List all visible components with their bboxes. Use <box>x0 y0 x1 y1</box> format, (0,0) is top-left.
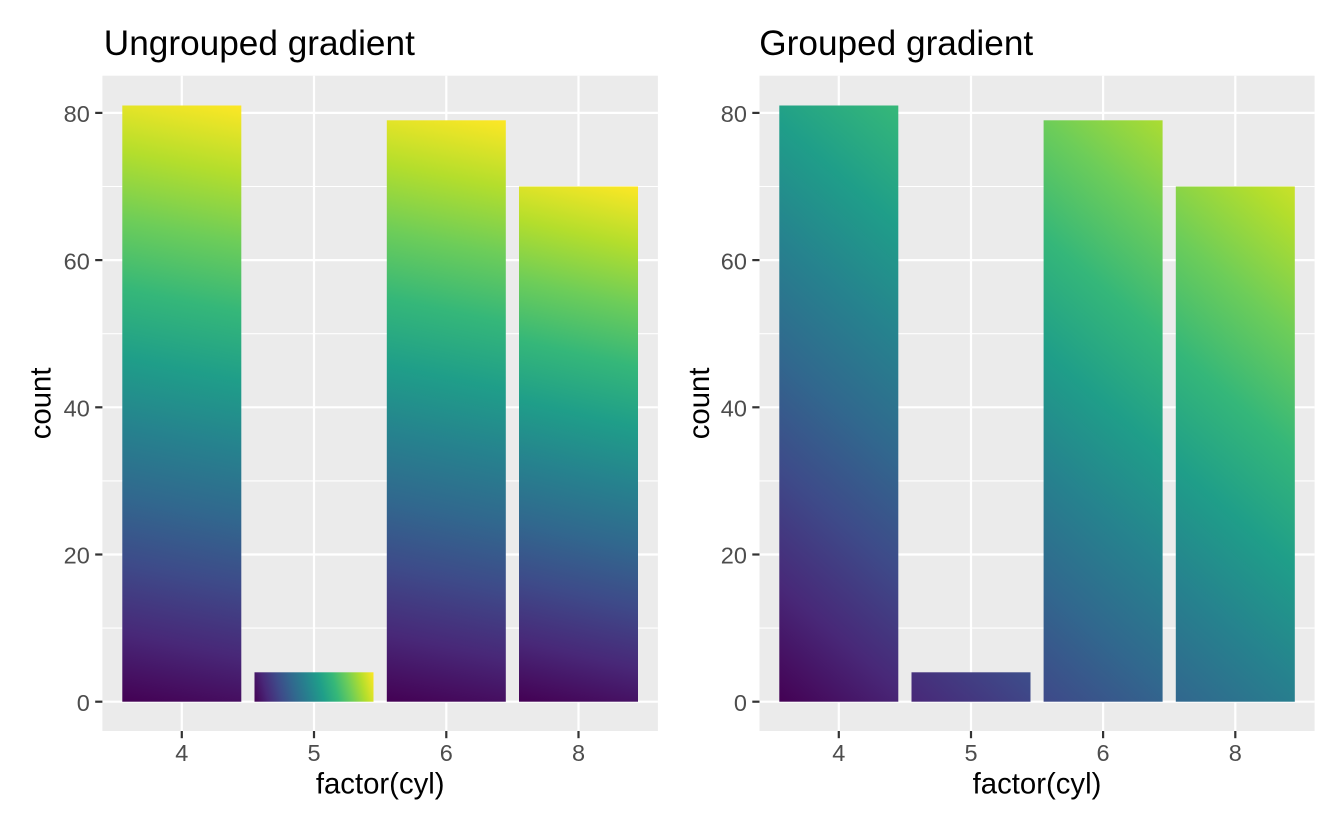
svg-text:40: 40 <box>721 396 747 422</box>
svg-text:4: 4 <box>175 740 188 766</box>
svg-text:8: 8 <box>572 740 585 766</box>
svg-text:40: 40 <box>64 396 90 422</box>
svg-text:5: 5 <box>307 740 320 766</box>
svg-text:factor(cyl): factor(cyl) <box>973 768 1102 801</box>
svg-text:8: 8 <box>1229 740 1242 766</box>
svg-text:6: 6 <box>440 740 453 766</box>
svg-text:80: 80 <box>64 101 90 127</box>
svg-text:20: 20 <box>64 543 90 569</box>
svg-text:6: 6 <box>1097 740 1110 766</box>
svg-text:20: 20 <box>721 543 747 569</box>
svg-text:factor(cyl): factor(cyl) <box>316 768 445 801</box>
svg-text:Grouped gradient: Grouped gradient <box>759 24 1033 63</box>
svg-text:4: 4 <box>832 740 845 766</box>
svg-text:0: 0 <box>77 690 90 716</box>
svg-text:count: count <box>683 368 716 440</box>
svg-text:60: 60 <box>721 248 747 274</box>
svg-text:Ungrouped gradient: Ungrouped gradient <box>104 24 415 63</box>
svg-text:5: 5 <box>964 740 977 766</box>
svg-text:60: 60 <box>64 248 90 274</box>
svg-text:0: 0 <box>734 690 747 716</box>
svg-text:80: 80 <box>721 101 747 127</box>
svg-text:count: count <box>25 368 58 440</box>
